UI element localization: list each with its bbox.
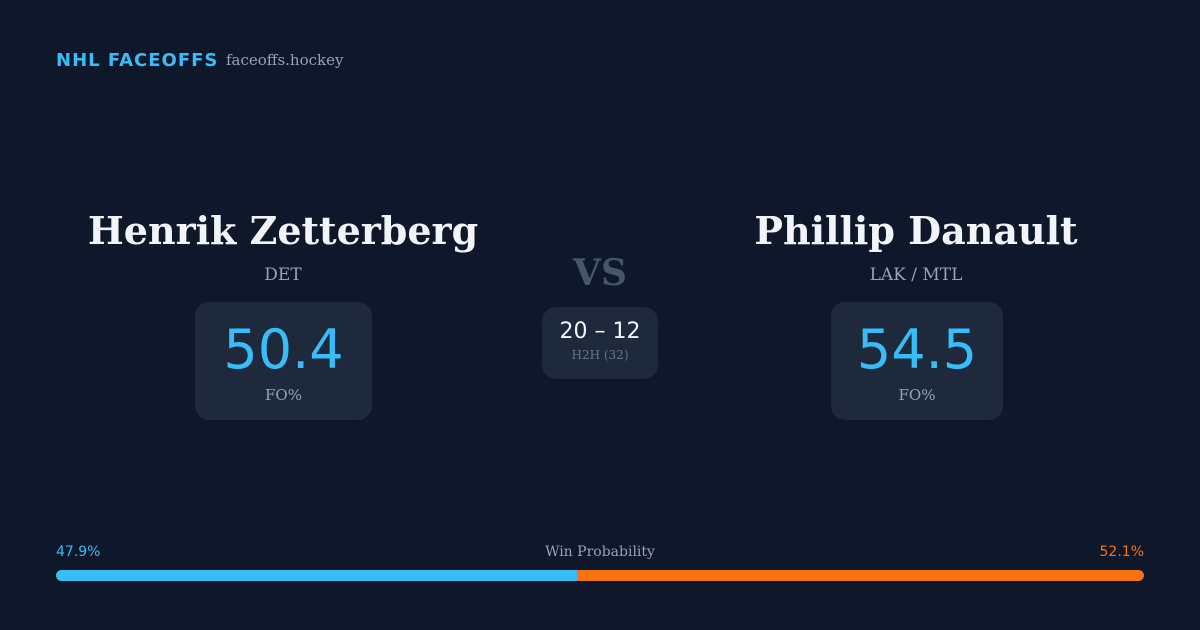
win-prob-right: 52.1%: [1099, 544, 1144, 560]
win-prob-segment: [577, 570, 1144, 581]
win-prob-bar: [56, 570, 1144, 581]
fo-label: FO%: [265, 386, 302, 404]
fo-card: 54.5 FO%: [831, 302, 1003, 420]
player-left: Henrik Zetterberg DET: [53, 208, 513, 285]
win-prob-segment: [56, 570, 578, 581]
vs-label: VS: [573, 252, 627, 294]
player-team: DET: [264, 265, 302, 285]
fo-value: 50.4: [223, 318, 344, 381]
brand: NHL FACEOFFS: [56, 50, 219, 71]
win-prob-title: Win Probability: [545, 544, 655, 560]
h2h-label: H2H (32): [571, 348, 629, 362]
site: faceoffs.hockey: [226, 51, 344, 69]
fo-card: 50.4 FO%: [195, 302, 372, 420]
win-prob-left: 47.9%: [56, 544, 101, 560]
fo-label: FO%: [898, 386, 936, 404]
fo-value: 54.5: [856, 318, 978, 381]
h2h-card: 20 – 12 H2H (32): [542, 307, 658, 379]
player-team: LAK / MTL: [869, 265, 963, 285]
h2h-score: 20 – 12: [559, 319, 641, 344]
player-name: Phillip Danault: [754, 208, 1078, 253]
player-right: Phillip Danault LAK / MTL: [686, 208, 1146, 285]
player-name: Henrik Zetterberg: [87, 208, 479, 253]
